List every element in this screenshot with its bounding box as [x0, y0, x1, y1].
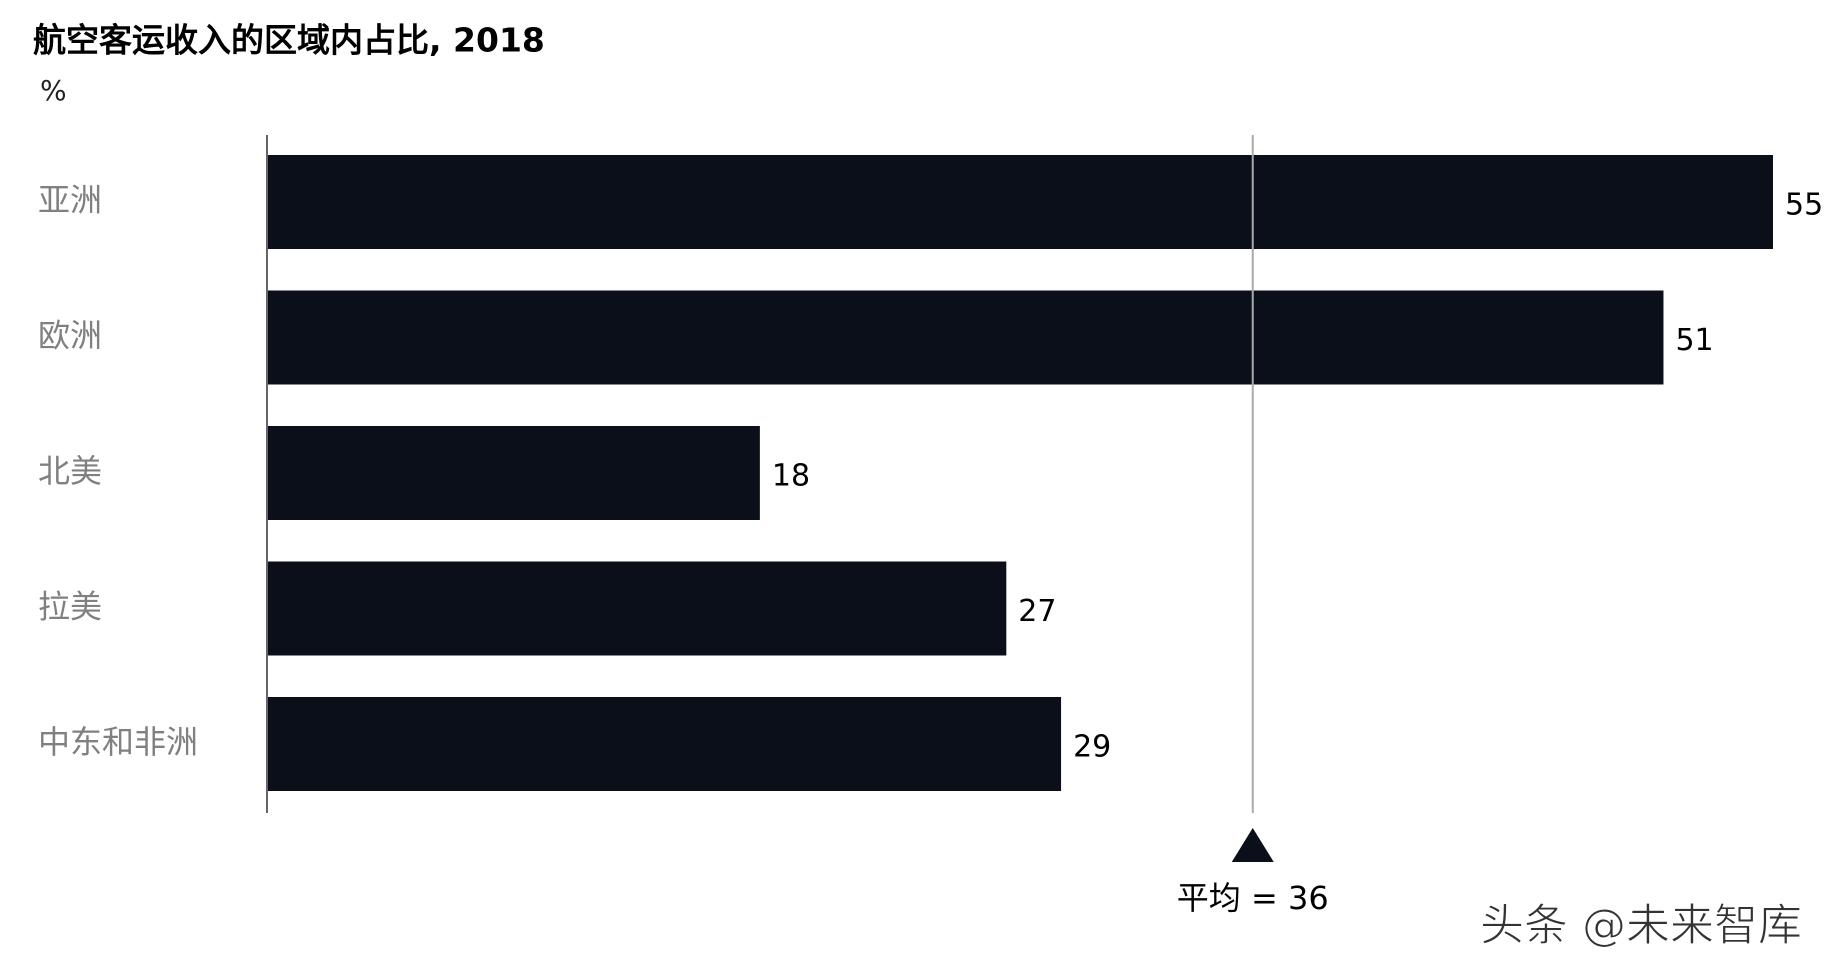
- average-marker: [1231, 828, 1274, 862]
- bar: [267, 155, 1773, 249]
- chart-title: 航空客运收入的区域内占比, 2018: [33, 21, 545, 60]
- category-label: 拉美: [38, 588, 102, 626]
- bar: [267, 697, 1062, 791]
- category-label: 亚洲: [38, 181, 102, 219]
- value-label: 51: [1675, 323, 1713, 358]
- value-label: 55: [1785, 188, 1823, 223]
- category-label: 欧洲: [38, 317, 102, 355]
- bar: [267, 426, 760, 520]
- average-label: 平均 = 36: [1177, 879, 1329, 917]
- bar: [267, 561, 1007, 656]
- watermark: 头条 @未来智库: [1480, 900, 1802, 951]
- category-label: 北美: [38, 452, 102, 490]
- bar: [267, 290, 1664, 385]
- value-label: 18: [772, 459, 810, 494]
- category-label: 中东和非洲: [38, 723, 198, 761]
- value-label: 27: [1018, 594, 1056, 629]
- value-label: 29: [1073, 730, 1111, 765]
- unit-label: %: [40, 74, 67, 107]
